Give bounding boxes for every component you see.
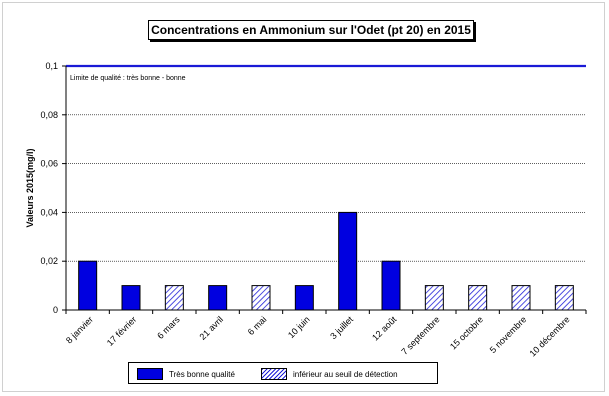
- bar-4: [208, 285, 228, 311]
- bar-10: [468, 285, 488, 311]
- x-tick-label: 5 novembre: [488, 314, 529, 355]
- x-tick-label: 8 janvier: [64, 314, 95, 345]
- chart-legend: Très bonne qualité inférieur au seuil de…: [128, 362, 438, 384]
- x-tick-label: 3 juillet: [328, 314, 355, 341]
- y-tick-label: 0,06: [40, 159, 58, 169]
- bar-3: [164, 285, 184, 311]
- plot-area: [66, 66, 586, 310]
- x-tick-label: 6 mai: [246, 314, 269, 337]
- bar-2: [121, 285, 141, 311]
- y-axis-label: Valeurs 2015(mg/l): [25, 148, 35, 227]
- y-tick-label: 0,08: [40, 110, 58, 120]
- bar-7: [338, 211, 358, 311]
- legend-swatch-hatch: [261, 368, 287, 380]
- x-tick-label: 6 mars: [155, 314, 182, 341]
- x-tick-label: 10 décembre: [528, 314, 572, 358]
- bar-5: [251, 285, 271, 311]
- y-tick-label: 0,04: [40, 207, 58, 217]
- legend-item-solid: Très bonne qualité: [137, 367, 235, 381]
- bar-9: [424, 285, 444, 311]
- x-tick-label: 12 août: [370, 314, 399, 343]
- legend-item-hatch: inférieur au seuil de détection: [261, 367, 398, 381]
- chart-frame: [2, 2, 605, 392]
- bar-11: [511, 285, 531, 311]
- x-tick-label: 17 février: [105, 314, 139, 348]
- y-tick-label: 0: [53, 305, 58, 315]
- legend-swatch-solid: [137, 368, 163, 380]
- chart-title: Concentrations en Ammonium sur l'Odet (p…: [148, 20, 474, 40]
- threshold-label: Limite de qualité : très bonne - bonne: [70, 75, 186, 82]
- y-tick-label: 0,02: [40, 256, 58, 266]
- x-tick-label: 15 octobre: [448, 314, 485, 351]
- y-tick-label: 0,1: [45, 61, 58, 71]
- bar-8: [381, 260, 401, 311]
- bar-12: [554, 285, 574, 311]
- bar-1: [78, 260, 98, 311]
- bar-6: [294, 285, 314, 311]
- x-tick-label: 7 septembre: [399, 314, 441, 356]
- x-tick-label: 10 juin: [286, 314, 312, 340]
- x-tick-label: 21 avril: [197, 314, 225, 342]
- legend-label-hatch: inférieur au seuil de détection: [293, 369, 398, 379]
- legend-label-solid: Très bonne qualité: [169, 369, 235, 379]
